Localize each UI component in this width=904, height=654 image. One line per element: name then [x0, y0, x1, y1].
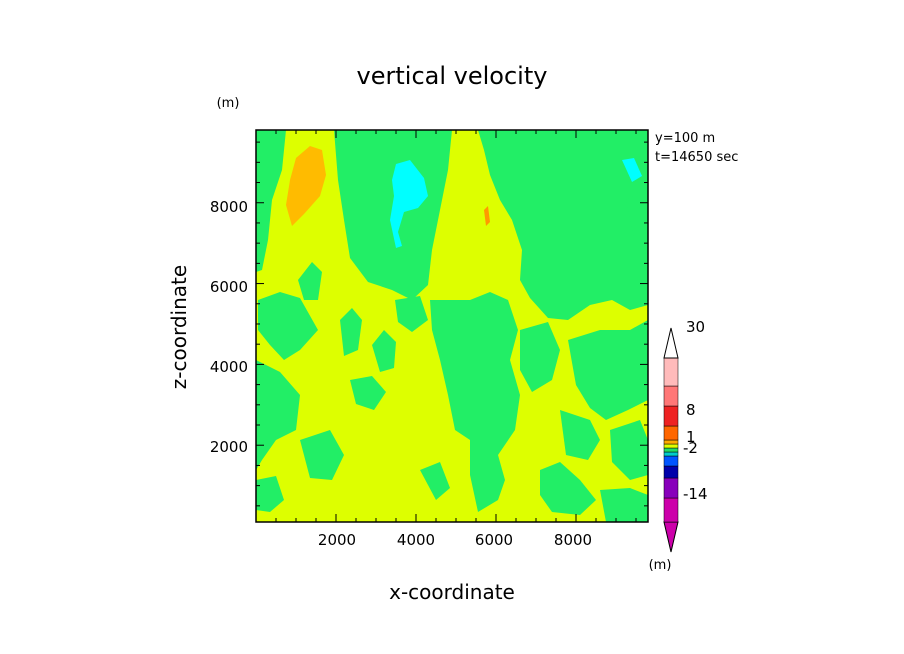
y-axis-ticks: [256, 141, 648, 507]
colorbar-label-8: 8: [686, 401, 696, 419]
colorbar-label-neg14: -14: [683, 485, 708, 503]
x-axis-label: x-coordinate: [389, 580, 515, 604]
colorbar-segment: [663, 425, 679, 441]
region-neg-11: [300, 430, 344, 480]
colorbar-segment: [663, 497, 679, 523]
x-tick-label-2000: 2000: [318, 531, 356, 549]
region-neg-21: [626, 192, 648, 240]
region-neg-17: [610, 420, 648, 480]
region-neg-14: [520, 322, 560, 392]
colorbar-top-arrow: [663, 327, 679, 359]
region-neg-13: [350, 376, 386, 410]
plot-frame: [255, 129, 649, 523]
y-unit-label: (m): [217, 96, 240, 111]
colorbar: [663, 327, 679, 553]
region-neg-4: [430, 292, 520, 512]
region-neg-20: [420, 462, 450, 500]
x-tick-label-6000: 6000: [475, 531, 513, 549]
y-tick-label-4000: 4000: [210, 358, 248, 376]
x-axis-ticks: [275, 130, 637, 522]
region-neg-15: [568, 320, 648, 420]
region-neg-19: [600, 488, 648, 522]
colorbar-segment: [663, 357, 679, 387]
region-neg-16: [560, 410, 600, 460]
region-neg-3: [478, 130, 648, 320]
chart-title: vertical velocity: [357, 62, 548, 90]
region-updraft-orange: [286, 146, 326, 226]
region-neg-5: [258, 292, 318, 360]
region-neg-6: [298, 262, 322, 300]
colorbar-segment: [663, 447, 679, 453]
annotation-y: y=100 m: [655, 131, 715, 146]
colorbar-segment: [663, 385, 679, 407]
colorbar-segment: [663, 451, 679, 457]
region-neg-7: [340, 308, 362, 356]
y-tick-label-2000: 2000: [210, 438, 248, 456]
region-neg-12: [256, 476, 284, 512]
y-tick-label-8000: 8000: [210, 198, 248, 216]
x-tick-label-8000: 8000: [554, 531, 592, 549]
region-neg-18: [540, 462, 596, 515]
region-updraft-orange-small: [484, 206, 490, 226]
colorbar-unit-label: (m): [649, 558, 672, 573]
colorbar-label-30: 30: [686, 318, 705, 336]
region-neg-1: [256, 130, 286, 272]
y-axis-label: z-coordinate: [167, 265, 191, 389]
annotation-t: t=14650 sec: [655, 150, 738, 165]
region-neg-10: [256, 360, 300, 470]
colorbar-segment: [663, 477, 679, 499]
region-downdraft-cyan-small: [622, 158, 642, 182]
x-tick-label-4000: 4000: [397, 531, 435, 549]
field: [255, 129, 649, 523]
colorbar-segment: [663, 405, 679, 427]
region-downdraft-cyan: [390, 160, 428, 248]
colorbar-segment: [663, 465, 679, 479]
region-neg-8: [372, 330, 396, 372]
colorbar-bottom-arrow: [663, 521, 679, 553]
colorbar-segment: [663, 443, 679, 449]
region-neg-9: [395, 296, 428, 332]
colorbar-segment: [663, 455, 679, 467]
colorbar-label-neg2: -2: [683, 439, 698, 457]
colorbar-segment: [663, 439, 679, 445]
y-tick-label-6000: 6000: [210, 278, 248, 296]
colorbar-label-1: 1: [686, 428, 696, 446]
